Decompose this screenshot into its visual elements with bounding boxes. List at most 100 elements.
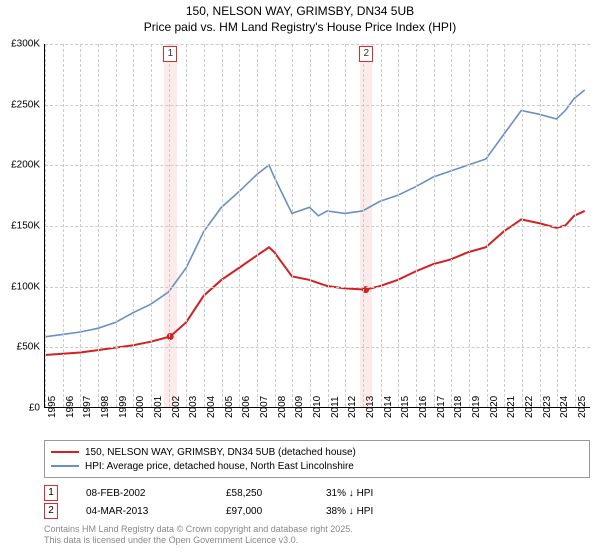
- x-axis-label: 2004: [206, 396, 217, 418]
- sale-marker-box: 2: [359, 46, 373, 62]
- legend-swatch-blue: [51, 465, 79, 467]
- gridline-v: [204, 44, 205, 407]
- y-axis-label: £300K: [4, 39, 40, 50]
- y-axis-label: £200K: [4, 160, 40, 171]
- footnote: Contains HM Land Registry data © Crown c…: [44, 524, 590, 546]
- x-axis-label: 1999: [118, 396, 129, 418]
- x-axis-label: 2017: [436, 396, 447, 418]
- x-axis-label: 2010: [312, 396, 323, 418]
- x-axis-label: 2013: [365, 396, 376, 418]
- gridline-v: [416, 44, 417, 407]
- gridline-v: [292, 44, 293, 407]
- legend-label-blue: HPI: Average price, detached house, Nort…: [85, 461, 354, 472]
- gridline-v: [487, 44, 488, 407]
- x-axis-label: 2015: [400, 396, 411, 418]
- gridline-v: [398, 44, 399, 407]
- title-line1: 150, NELSON WAY, GRIMSBY, DN34 5UB: [0, 4, 600, 20]
- y-axis-label: £50K: [4, 342, 40, 353]
- legend-series: 150, NELSON WAY, GRIMSBY, DN34 5UB (deta…: [44, 440, 590, 478]
- gridline-v: [169, 44, 170, 407]
- sale-row-2: 2 04-MAR-2013 £97,000 38% ↓ HPI: [44, 502, 590, 520]
- x-axis-label: 2018: [453, 396, 464, 418]
- sales-table: 1 08-FEB-2002 £58,250 31% ↓ HPI 2 04-MAR…: [44, 484, 590, 520]
- y-axis-label: £150K: [4, 221, 40, 232]
- gridline-v: [310, 44, 311, 407]
- gridline-v: [504, 44, 505, 407]
- gridline-v: [575, 44, 576, 407]
- gridline-v: [522, 44, 523, 407]
- x-axis-label: 2019: [471, 396, 482, 418]
- x-axis-label: 1995: [47, 396, 58, 418]
- x-axis-label: 1998: [100, 396, 111, 418]
- y-axis-label: £0: [4, 403, 40, 414]
- x-axis-label: 2014: [383, 396, 394, 418]
- gridline-v: [239, 44, 240, 407]
- x-axis-label: 2003: [188, 396, 199, 418]
- sale-pct-2: 38% ↓ HPI: [326, 506, 446, 517]
- gridline-v: [381, 44, 382, 407]
- x-axis-label: 2022: [524, 396, 535, 418]
- gridline-v: [345, 44, 346, 407]
- legend-row-blue: HPI: Average price, detached house, Nort…: [51, 459, 583, 473]
- gridline-v: [222, 44, 223, 407]
- x-axis-label: 1997: [82, 396, 93, 418]
- gridline-v: [257, 44, 258, 407]
- gridline-v: [133, 44, 134, 407]
- x-axis-label: 2025: [577, 396, 588, 418]
- gridline-v: [469, 44, 470, 407]
- gridline-v: [275, 44, 276, 407]
- x-axis-label: 2021: [506, 396, 517, 418]
- sale-marker-2: 2: [44, 503, 58, 519]
- gridline-v: [434, 44, 435, 407]
- gridline-v: [540, 44, 541, 407]
- legend-row-red: 150, NELSON WAY, GRIMSBY, DN34 5UB (deta…: [51, 445, 583, 459]
- x-axis-label: 2009: [294, 396, 305, 418]
- x-axis-label: 2007: [259, 396, 270, 418]
- gridline-v: [80, 44, 81, 407]
- gridline-v: [557, 44, 558, 407]
- sale-marker-1: 1: [44, 485, 58, 501]
- x-axis-label: 2006: [241, 396, 252, 418]
- x-axis-label: 2001: [153, 396, 164, 418]
- sale-price-1: £58,250: [226, 488, 326, 499]
- y-axis-label: £100K: [4, 281, 40, 292]
- gridline-h: [45, 44, 590, 45]
- x-axis-label: 2000: [135, 396, 146, 418]
- x-axis-label: 2020: [489, 396, 500, 418]
- x-axis-label: 2008: [277, 396, 288, 418]
- sale-pct-1: 31% ↓ HPI: [326, 488, 446, 499]
- legend-label-red: 150, NELSON WAY, GRIMSBY, DN34 5UB (deta…: [85, 447, 356, 458]
- sale-price-2: £97,000: [226, 506, 326, 517]
- x-axis-label: 1996: [65, 396, 76, 418]
- x-axis-label: 2005: [224, 396, 235, 418]
- x-axis-label: 2012: [347, 396, 358, 418]
- footnote-line1: Contains HM Land Registry data © Crown c…: [44, 524, 590, 535]
- x-axis-label: 2024: [559, 396, 570, 418]
- footnote-line2: This data is licensed under the Open Gov…: [44, 535, 590, 546]
- x-axis-label: 2023: [542, 396, 553, 418]
- x-axis-label: 2016: [418, 396, 429, 418]
- legend-swatch-red: [51, 451, 79, 453]
- gridline-h: [45, 226, 590, 227]
- sale-date-2: 04-MAR-2013: [86, 506, 226, 517]
- gridline-v: [116, 44, 117, 407]
- gridline-v: [45, 44, 46, 407]
- gridline-v: [451, 44, 452, 407]
- gridline-v: [186, 44, 187, 407]
- legend-container: 150, NELSON WAY, GRIMSBY, DN34 5UB (deta…: [44, 440, 590, 546]
- gridline-h: [45, 165, 590, 166]
- y-axis-label: £250K: [4, 99, 40, 110]
- chart-title: 150, NELSON WAY, GRIMSBY, DN34 5UB Price…: [0, 0, 600, 35]
- gridline-h: [45, 287, 590, 288]
- sale-row-1: 1 08-FEB-2002 £58,250 31% ↓ HPI: [44, 484, 590, 502]
- gridline-v: [151, 44, 152, 407]
- gridline-h: [45, 105, 590, 106]
- gridline-v: [328, 44, 329, 407]
- sale-marker-box: 1: [163, 46, 177, 62]
- title-line2: Price paid vs. HM Land Registry's House …: [0, 20, 600, 36]
- sale-date-1: 08-FEB-2002: [86, 488, 226, 499]
- gridline-v: [363, 44, 364, 407]
- chart-plot-area: 12: [44, 44, 590, 408]
- x-axis-label: 2011: [330, 396, 341, 418]
- gridline-h: [45, 347, 590, 348]
